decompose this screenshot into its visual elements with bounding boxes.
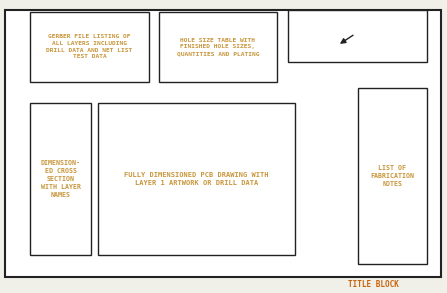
Text: GERBER FILE LISTING OF
ALL LAYERS INCLUDING
DRILL DATA AND NET LIST
TEST DATA: GERBER FILE LISTING OF ALL LAYERS INCLUD… xyxy=(46,35,133,59)
Text: DIMENSION-
ED CROSS
SECTION
WITH LAYER
NAMES: DIMENSION- ED CROSS SECTION WITH LAYER N… xyxy=(41,160,80,198)
Bar xyxy=(30,103,91,255)
Bar xyxy=(159,12,277,82)
Bar xyxy=(98,103,295,255)
Bar xyxy=(358,88,427,264)
Bar xyxy=(30,12,149,82)
Bar xyxy=(288,10,427,62)
Text: LIST OF
FABRICATION
NOTES: LIST OF FABRICATION NOTES xyxy=(370,165,414,187)
Text: HOLE SIZE TABLE WITH
FINISHED HOLE SIZES,
QUANTITIES AND PLATING: HOLE SIZE TABLE WITH FINISHED HOLE SIZES… xyxy=(177,38,259,56)
Text: TITLE BLOCK: TITLE BLOCK xyxy=(348,280,399,289)
Text: FULLY DIMENSIONED PCB DRAWING WITH
LAYER 1 ARTWORK OR DRILL DATA: FULLY DIMENSIONED PCB DRAWING WITH LAYER… xyxy=(124,172,269,186)
